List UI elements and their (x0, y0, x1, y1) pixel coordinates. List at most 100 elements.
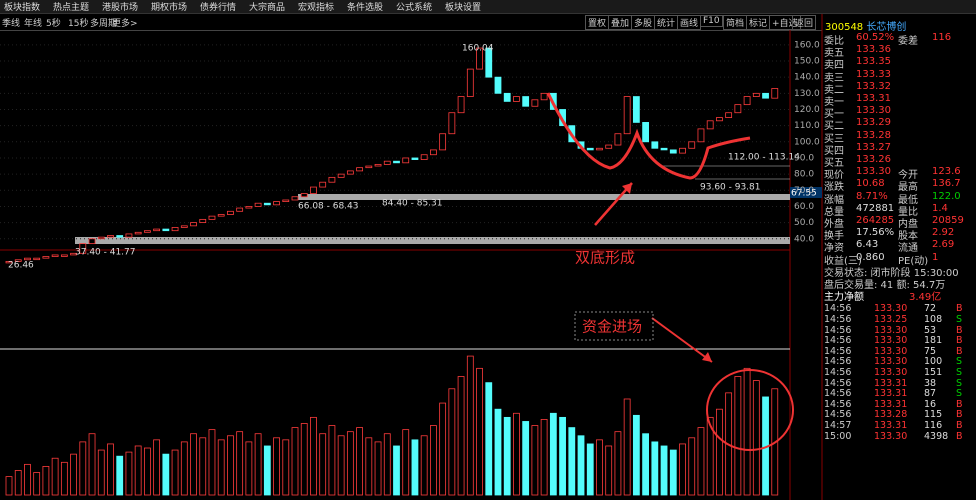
period-tab[interactable]: 年线 (24, 19, 43, 29)
volume-bar (494, 408, 502, 496)
quote-value: 133.26 (856, 154, 891, 165)
toolbar: 季线 年线 5秒 15秒 多周期 更多> 置权 叠加 多股 统计 画线 F10 简档 标记 +自选 返回 (0, 14, 822, 31)
candle (180, 225, 188, 228)
volume-bar (134, 445, 142, 496)
stock-name: 长芯博创 (866, 22, 907, 33)
candle (134, 231, 142, 235)
menu-item[interactable]: 期权市场 (151, 3, 188, 13)
period-tab[interactable]: 15秒 (68, 19, 89, 29)
quote-value: 1 (932, 251, 939, 263)
quote-value: 20859 (932, 215, 964, 226)
price-label: 37.40 - 41.77 (75, 248, 136, 258)
volume-bar (716, 408, 723, 496)
y-tick-label: 110.0 (794, 121, 820, 131)
menu-item[interactable]: 港股市场 (102, 3, 139, 13)
candle (208, 215, 216, 220)
candle (734, 104, 742, 114)
tick-volume: 87 (924, 388, 937, 400)
candle (383, 160, 391, 165)
candle (190, 222, 197, 227)
volume-bar (549, 412, 557, 496)
volume-bar (319, 433, 327, 496)
menu-item[interactable]: 热点主题 (53, 3, 90, 13)
axis-marker-box (790, 187, 822, 198)
tool-button[interactable]: 返回 (792, 15, 817, 30)
tick-volume: 116 (924, 420, 943, 431)
candle (632, 96, 640, 123)
candle (669, 149, 677, 154)
annotation-curve (546, 92, 751, 180)
period-tab[interactable]: 多周期 (90, 19, 118, 29)
volume-bar (282, 439, 290, 496)
tick-side: B (956, 430, 963, 442)
volume-bar (605, 445, 613, 496)
tick-time: 15:00 (824, 430, 852, 442)
tick-time: 14:57 (824, 420, 852, 431)
tick-side: B (956, 335, 963, 347)
price-label: 66.08 - 68.43 (298, 202, 359, 212)
menu-item[interactable]: 板块设置 (445, 3, 482, 13)
quote-label: 买四 (824, 145, 844, 157)
quote-label: 净资 (824, 243, 844, 255)
menu-item[interactable]: 大宗商品 (249, 3, 286, 13)
y-tick-label: 80.0 (794, 170, 814, 180)
menu-item[interactable]: 公式系统 (396, 3, 433, 13)
candle (51, 254, 59, 257)
volume-bar (688, 437, 696, 496)
quote-value: 133.31 (856, 93, 891, 104)
quote-label: 卖五 (824, 48, 844, 60)
tick-price: 133.30 (874, 367, 908, 378)
tick-side: S (956, 377, 963, 389)
menu-item[interactable]: 债券行情 (200, 3, 237, 13)
tool-button[interactable]: F10 (700, 15, 723, 27)
volume-bar (97, 449, 105, 496)
quote-label: 买五 (824, 158, 844, 169)
volume-bar (596, 439, 603, 496)
volume-bar (33, 472, 41, 496)
tick-time: 14:56 (824, 303, 852, 315)
volume-bar (217, 439, 225, 496)
annotation: 资金进场 (582, 318, 642, 336)
menu-item[interactable]: 条件选股 (347, 3, 384, 13)
volume-bar (143, 447, 151, 496)
tick-price: 133.30 (874, 303, 908, 315)
y-tick-label: 130.0 (794, 89, 820, 99)
candle (457, 96, 465, 114)
volume-bar (180, 441, 188, 496)
volume-bar (420, 435, 428, 496)
tool-button[interactable]: +自选 (769, 15, 801, 30)
volume-bar (614, 431, 622, 496)
axis-marker: 67.55 (791, 189, 817, 199)
quote-label: 今开 (898, 170, 918, 182)
tick-volume: 38 (924, 377, 937, 389)
volume-bar (107, 443, 114, 496)
period-tab[interactable]: 5秒 (46, 19, 61, 29)
volume-bar (651, 441, 659, 496)
tick-price: 133.28 (874, 409, 908, 421)
candle (273, 201, 280, 206)
period-tab[interactable]: 季线 (2, 19, 21, 29)
candle (743, 96, 751, 106)
candle (374, 164, 382, 167)
volume-bar (273, 437, 280, 496)
period-tab[interactable]: 更多> (112, 19, 138, 29)
volume-bar (393, 445, 400, 496)
candle (688, 141, 696, 149)
volume-bar (660, 445, 668, 496)
candle (143, 230, 151, 233)
menu-item[interactable]: 宏观指标 (298, 3, 335, 13)
y-tick-label: 50.0 (794, 218, 814, 228)
menu-item[interactable]: 板块指数 (4, 3, 41, 13)
candle (227, 210, 234, 215)
volume-bar (476, 367, 483, 496)
volume-bar (632, 414, 640, 496)
candle (337, 173, 345, 178)
candle (605, 144, 613, 149)
candle (88, 238, 96, 245)
quote-label: 卖四 (824, 60, 844, 72)
support-zone (298, 194, 790, 200)
y-tick-label: 40.0 (794, 234, 814, 244)
price-label: 93.60 - 93.81 (700, 183, 761, 193)
candle (485, 47, 493, 78)
candle (346, 170, 354, 175)
